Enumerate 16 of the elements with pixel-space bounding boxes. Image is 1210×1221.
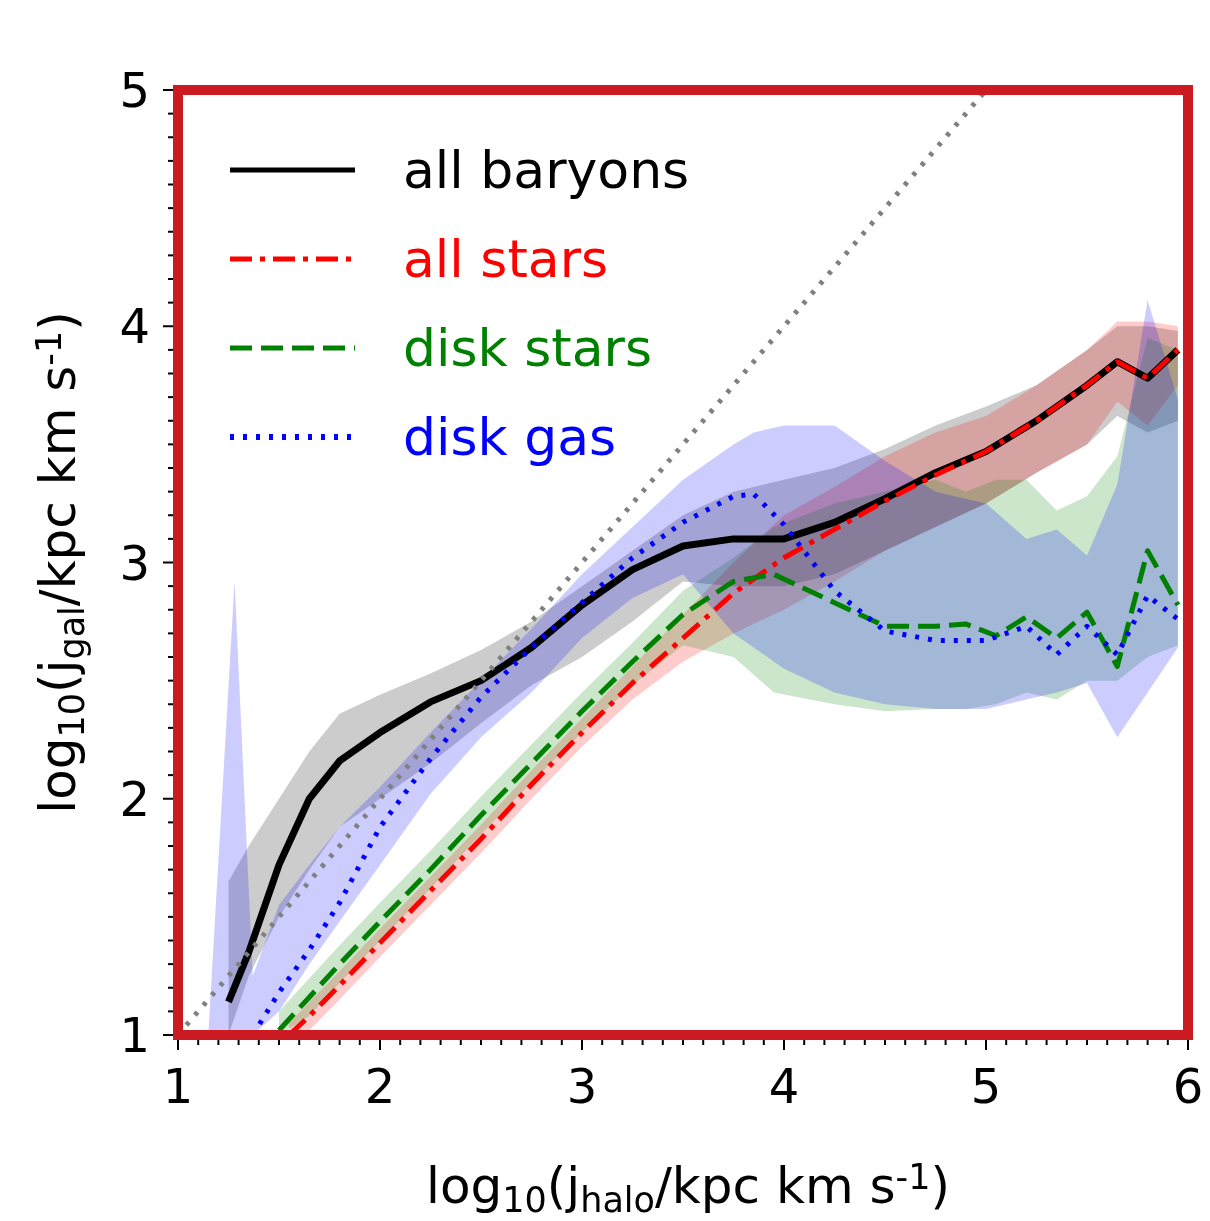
y-tick-label: 3 xyxy=(119,534,150,591)
y-tick-label: 2 xyxy=(119,770,150,827)
y-tick-label: 4 xyxy=(119,298,150,355)
y-tick-label: 1 xyxy=(119,1007,150,1063)
x-axis-title: log$_{10}$(j$_{halo}$/kpc km s$^{-1}$) xyxy=(426,1157,950,1220)
x-tick-label: 6 xyxy=(1172,1058,1204,1114)
y-tick-label: 5 xyxy=(119,62,150,118)
legend-label: all baryons xyxy=(403,140,690,200)
x-tick-label: 5 xyxy=(970,1058,1002,1114)
x-tick-label: 2 xyxy=(364,1058,396,1114)
legend-label: disk gas xyxy=(403,407,617,467)
legend-label: disk stars xyxy=(403,318,653,378)
legend-label: all stars xyxy=(403,229,609,289)
x-tick-label: 1 xyxy=(162,1058,194,1114)
x-tick-label: 4 xyxy=(768,1058,800,1114)
x-tick-label: 3 xyxy=(566,1058,598,1114)
